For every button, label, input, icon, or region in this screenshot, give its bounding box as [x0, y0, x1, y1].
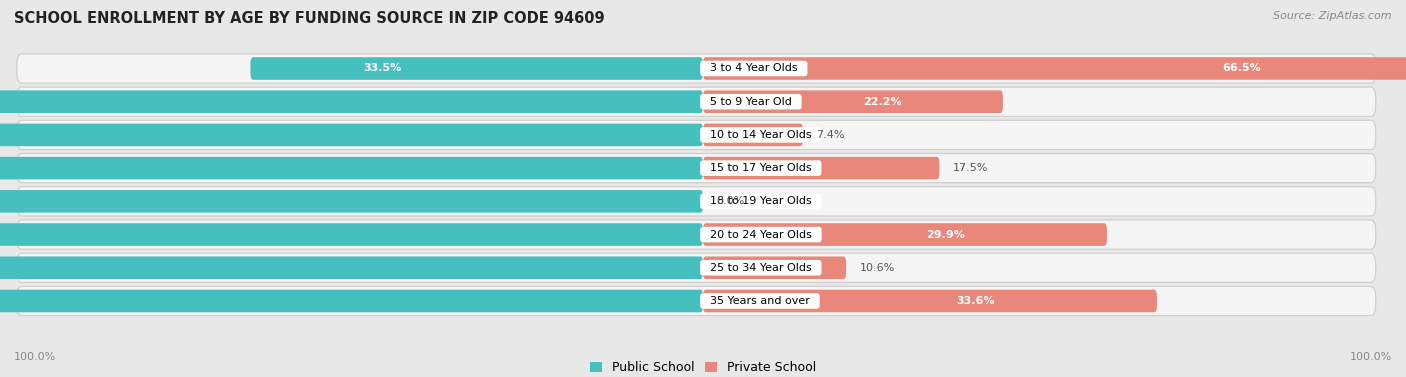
Text: 0.0%: 0.0% [717, 196, 745, 206]
Text: 100.0%: 100.0% [1350, 352, 1392, 362]
FancyBboxPatch shape [0, 190, 703, 213]
FancyBboxPatch shape [17, 87, 1375, 116]
FancyBboxPatch shape [0, 90, 703, 113]
Text: 17.5%: 17.5% [953, 163, 988, 173]
FancyBboxPatch shape [0, 124, 703, 146]
FancyBboxPatch shape [703, 90, 1002, 113]
FancyBboxPatch shape [703, 157, 939, 179]
Text: 10.6%: 10.6% [859, 263, 896, 273]
FancyBboxPatch shape [703, 290, 1157, 312]
Text: Source: ZipAtlas.com: Source: ZipAtlas.com [1274, 11, 1392, 21]
FancyBboxPatch shape [703, 57, 1406, 80]
FancyBboxPatch shape [17, 54, 1375, 83]
Text: 3 to 4 Year Olds: 3 to 4 Year Olds [703, 63, 804, 74]
FancyBboxPatch shape [17, 120, 1375, 150]
Text: 10 to 14 Year Olds: 10 to 14 Year Olds [703, 130, 818, 140]
Text: 35 Years and over: 35 Years and over [703, 296, 817, 306]
Text: 5 to 9 Year Old: 5 to 9 Year Old [703, 97, 799, 107]
FancyBboxPatch shape [17, 187, 1375, 216]
FancyBboxPatch shape [17, 287, 1375, 316]
FancyBboxPatch shape [17, 253, 1375, 282]
FancyBboxPatch shape [703, 256, 846, 279]
FancyBboxPatch shape [0, 290, 703, 312]
FancyBboxPatch shape [0, 157, 703, 179]
Text: 29.9%: 29.9% [927, 230, 965, 239]
Text: 7.4%: 7.4% [817, 130, 845, 140]
Text: 33.6%: 33.6% [956, 296, 994, 306]
Text: 33.5%: 33.5% [364, 63, 402, 74]
Text: 20 to 24 Year Olds: 20 to 24 Year Olds [703, 230, 818, 239]
FancyBboxPatch shape [17, 153, 1375, 183]
Text: 15 to 17 Year Olds: 15 to 17 Year Olds [703, 163, 818, 173]
FancyBboxPatch shape [17, 220, 1375, 249]
Legend: Public School, Private School: Public School, Private School [585, 356, 821, 377]
Text: 25 to 34 Year Olds: 25 to 34 Year Olds [703, 263, 818, 273]
Text: 100.0%: 100.0% [14, 352, 56, 362]
FancyBboxPatch shape [0, 223, 703, 246]
Text: 66.5%: 66.5% [1223, 63, 1261, 74]
Text: 18 to 19 Year Olds: 18 to 19 Year Olds [703, 196, 818, 206]
FancyBboxPatch shape [250, 57, 703, 80]
Text: 22.2%: 22.2% [863, 97, 903, 107]
Text: SCHOOL ENROLLMENT BY AGE BY FUNDING SOURCE IN ZIP CODE 94609: SCHOOL ENROLLMENT BY AGE BY FUNDING SOUR… [14, 11, 605, 26]
FancyBboxPatch shape [703, 223, 1107, 246]
FancyBboxPatch shape [0, 256, 703, 279]
FancyBboxPatch shape [703, 124, 803, 146]
